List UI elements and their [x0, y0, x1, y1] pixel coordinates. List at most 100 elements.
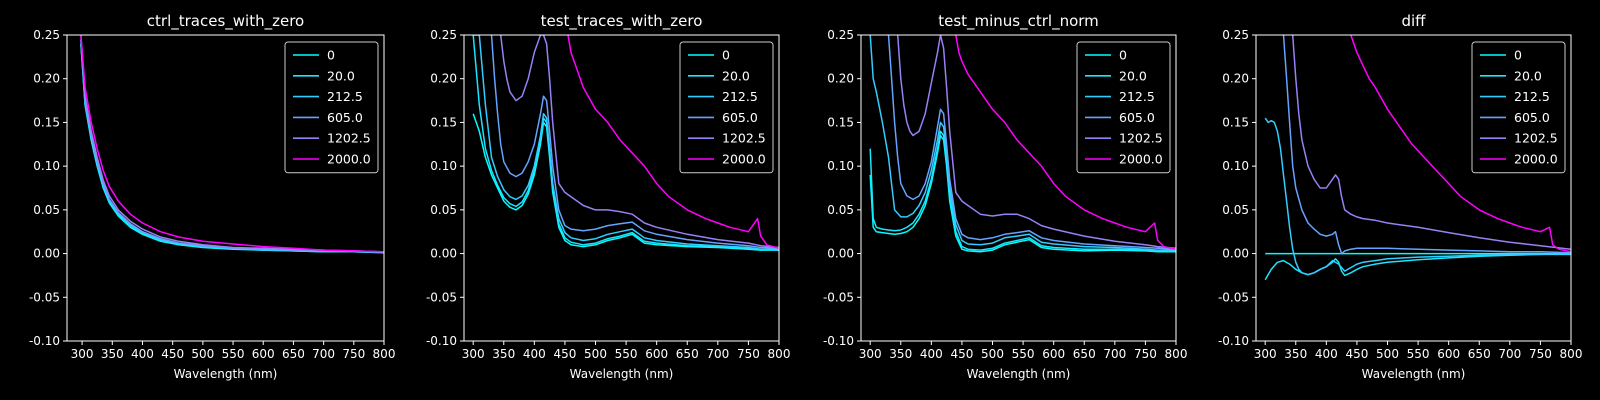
legend-label: 2000.0: [722, 152, 766, 167]
x-axis-label: Wavelength (nm): [1362, 367, 1466, 381]
plot-frame: [463, 34, 780, 342]
plot-frame: [66, 34, 385, 342]
x-tick-label: 400: [523, 347, 546, 361]
chart-panel-0: ctrl_traces_with_zero 300 350 400 450 500 550 6…: [29, 12, 396, 381]
series-line-605-0: [80, 39, 384, 253]
x-tick-label: 350: [1284, 347, 1307, 361]
chart-title: ctrl_traces_with_zero: [147, 12, 304, 31]
y-tick-label: 0.25: [33, 28, 60, 42]
x-tick-label: 600: [1042, 347, 1065, 361]
y-tick-label: -0.05: [823, 290, 854, 304]
y-tick-label: 0.05: [1222, 203, 1249, 217]
x-axis-label: Wavelength (nm): [570, 367, 674, 381]
x-tick-label: 550: [222, 347, 245, 361]
x-tick-label: 300: [1254, 347, 1277, 361]
x-tick-label: 750: [342, 347, 365, 361]
y-tick-label: -0.05: [1218, 290, 1249, 304]
y-tick-label: 0.05: [430, 203, 457, 217]
legend-label: 1202.5: [1119, 131, 1163, 146]
legend-label: 1202.5: [327, 131, 371, 146]
plot-frame: [1255, 34, 1572, 342]
x-tick-label: 350: [492, 347, 515, 361]
legend-label: 1202.5: [722, 131, 766, 146]
series-group: [1264, 35, 1571, 281]
y-tick-label: 0.00: [33, 247, 60, 261]
x-tick-label: 500: [584, 347, 607, 361]
x-tick-label: 450: [553, 347, 576, 361]
x-tick-label: 800: [1560, 347, 1583, 361]
y-tick-label: 0.20: [33, 72, 60, 86]
y-tick-label: 0.25: [1222, 28, 1249, 42]
legend-label: 212.5: [722, 89, 758, 104]
legend-label: 212.5: [1514, 89, 1550, 104]
series-line-2000-0: [567, 35, 779, 250]
y-tick-label: -0.10: [426, 334, 457, 348]
y-tick-label: 0.10: [33, 159, 60, 173]
x-tick-label: 300: [462, 347, 485, 361]
legend: 0 20.0 212.5 605.0 1202.5 2000.0: [1471, 41, 1566, 174]
legend-label: 605.0: [722, 110, 758, 125]
x-tick-label: 650: [676, 347, 699, 361]
x-tick-label: 550: [615, 347, 638, 361]
x-tick-label: 500: [981, 347, 1004, 361]
series-line-20-0: [869, 130, 1176, 252]
x-tick-label: 350: [101, 347, 124, 361]
x-tick-label: 600: [1437, 347, 1460, 361]
series-line-20-0: [1264, 253, 1571, 281]
x-tick-label: 650: [1468, 347, 1491, 361]
legend-label: 605.0: [327, 110, 363, 125]
x-tick-label: 500: [1376, 347, 1399, 361]
series-group: [80, 35, 384, 254]
legend-label: 0: [327, 48, 335, 63]
y-tick-label: 0.00: [827, 247, 854, 261]
x-tick-label: 700: [706, 347, 729, 361]
series-group: [869, 35, 1176, 253]
legend: 0 20.0 212.5 605.0 1202.5 2000.0: [679, 41, 774, 174]
y-tick-label: 0.15: [33, 115, 60, 129]
x-tick-label: 750: [1529, 347, 1552, 361]
chart-panel-3: diff 300 350 400 450 500 550 600 650 700 750 800 -0.…: [1218, 12, 1583, 381]
legend-label: 605.0: [1514, 110, 1550, 125]
x-tick-label: 650: [1073, 347, 1096, 361]
x-tick-label: 550: [1407, 347, 1430, 361]
series-line-605-0: [490, 35, 779, 250]
legend-label: 1202.5: [1514, 131, 1558, 146]
x-tick-label: 650: [282, 347, 305, 361]
y-tick-label: 0.00: [1222, 247, 1249, 261]
y-tick-label: 0.05: [827, 203, 854, 217]
legend-box: [1076, 41, 1171, 174]
x-tick-label: 750: [1134, 347, 1157, 361]
y-tick-label: 0.05: [33, 203, 60, 217]
chart-title: test_traces_with_zero: [541, 12, 703, 31]
x-tick-label: 600: [645, 347, 668, 361]
y-tick-label: -0.05: [426, 290, 457, 304]
legend-label: 2000.0: [1119, 152, 1163, 167]
y-tick-label: 0.20: [1222, 72, 1249, 86]
series-group: [472, 35, 779, 251]
legend-label: 0: [1119, 48, 1127, 63]
x-tick-label: 300: [859, 347, 882, 361]
y-tick-label: 0.10: [827, 159, 854, 173]
legend-label: 20.0: [327, 68, 355, 83]
x-tick-label: 550: [1012, 347, 1035, 361]
chart-title: diff: [1401, 12, 1426, 30]
legend: 0 20.0 212.5 605.0 1202.5 2000.0: [1076, 41, 1171, 174]
x-axis-label: Wavelength (nm): [967, 367, 1071, 381]
x-tick-label: 750: [737, 347, 760, 361]
chart-panel-2: test_minus_ctrl_norm 300 350 400 450 500 550 60…: [823, 12, 1188, 381]
series-line-212-5: [1264, 117, 1571, 276]
legend-label: 212.5: [1119, 89, 1155, 104]
x-tick-label: 450: [1345, 347, 1368, 361]
y-tick-label: 0.20: [827, 72, 854, 86]
x-tick-label: 800: [768, 347, 791, 361]
chart-title: test_minus_ctrl_norm: [938, 12, 1099, 31]
series-line-212-5: [473, 35, 779, 250]
y-tick-label: 0.00: [430, 247, 457, 261]
y-tick-label: 0.10: [1222, 159, 1249, 173]
legend-box: [1471, 41, 1566, 174]
x-tick-label: 400: [131, 347, 154, 361]
x-tick-label: 400: [1315, 347, 1338, 361]
x-tick-label: 600: [252, 347, 275, 361]
series-line-20-0: [472, 35, 779, 251]
